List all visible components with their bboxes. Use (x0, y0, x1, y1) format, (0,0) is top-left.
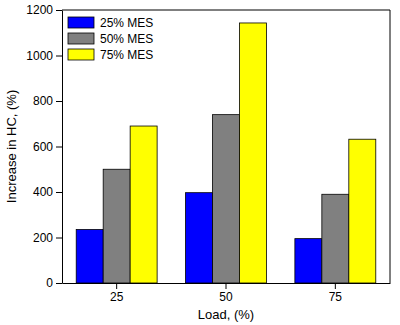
legend-swatch (68, 33, 94, 44)
bar (130, 126, 157, 283)
y-tick: 0 (46, 276, 62, 290)
y-tick-label: 600 (33, 140, 53, 154)
bars (76, 23, 376, 283)
plot: 0 200 400 600 800 1000 1200 25 50 75 25% MES 50% ME… (26, 3, 390, 303)
y-tick-label: 1200 (26, 3, 53, 17)
legend-item: 25% MES (68, 16, 153, 30)
x-axis: 25 50 75 (63, 283, 391, 304)
bar (349, 139, 376, 283)
x-tick-mark (226, 283, 227, 289)
legend-item: 50% MES (68, 32, 153, 46)
y-tick-mark (56, 238, 62, 239)
legend-label: 75% MES (100, 48, 153, 62)
y-tick: 600 (33, 140, 62, 154)
y-tick-label: 200 (33, 231, 53, 245)
bar (239, 23, 266, 283)
bar (76, 230, 103, 283)
y-tick-mark (56, 192, 62, 193)
y-tick-mark (56, 56, 62, 57)
bar (213, 115, 240, 283)
x-tick-mark (116, 283, 117, 289)
x-tick: 50 (219, 283, 233, 304)
legend: 25% MES 50% MES 75% MES (68, 16, 153, 62)
bar-series (130, 23, 376, 283)
bar (322, 194, 349, 283)
y-tick-mark (56, 101, 62, 102)
x-tick-mark (335, 283, 336, 289)
legend-label: 50% MES (100, 32, 153, 46)
y-tick-mark (56, 10, 62, 11)
y-tick-label: 800 (33, 94, 53, 108)
x-tick: 75 (329, 283, 343, 304)
chart: 0 200 400 600 800 1000 1200 25 50 75 25% MES 50% ME… (0, 0, 400, 325)
y-tick-label: 1000 (26, 49, 53, 63)
legend-item: 75% MES (68, 48, 153, 62)
y-tick-mark (56, 147, 62, 148)
legend-label: 25% MES (100, 16, 153, 30)
x-tick: 25 (110, 283, 124, 304)
y-tick: 400 (33, 185, 62, 199)
frame (390, 10, 391, 283)
y-axis-title: Increase in HC, (%) (4, 90, 19, 203)
y-tick: 1000 (26, 49, 62, 63)
y-tick-mark (56, 283, 62, 284)
legend-swatch (68, 17, 94, 28)
x-axis-title: Load, (%) (198, 307, 254, 322)
x-tick-label: 50 (219, 290, 233, 304)
legend-swatch (68, 49, 94, 60)
y-tick: 200 (33, 231, 62, 245)
y-axis: 0 200 400 600 800 1000 1200 (26, 3, 62, 290)
y-tick: 800 (33, 94, 62, 108)
frame (62, 10, 390, 11)
x-tick-label: 25 (110, 290, 124, 304)
x-tick-label: 75 (329, 290, 343, 304)
bar-series (103, 115, 349, 283)
bar (295, 239, 322, 283)
y-tick-label: 0 (46, 276, 53, 290)
y-axis-line (62, 11, 63, 284)
y-tick: 1200 (26, 3, 62, 17)
bar (186, 193, 213, 283)
y-tick-label: 400 (33, 185, 53, 199)
bar (103, 169, 130, 283)
